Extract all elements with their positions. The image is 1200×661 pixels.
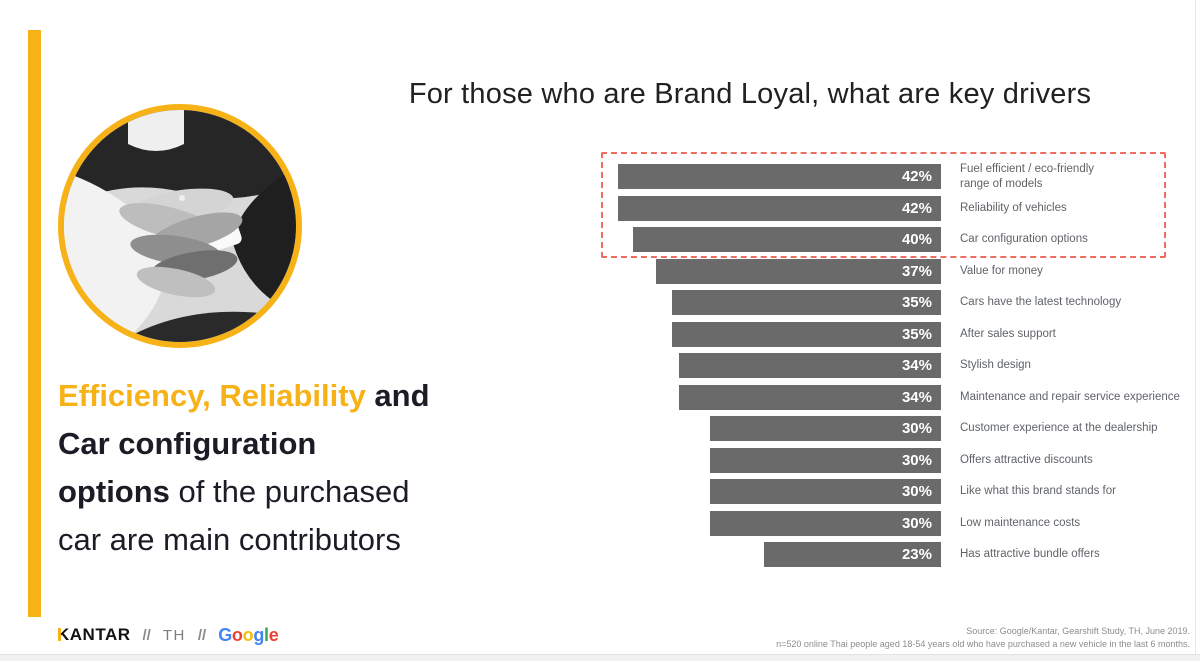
bar: 30% bbox=[710, 416, 941, 441]
bar-track: 23% bbox=[600, 542, 941, 567]
bar-track: 42% bbox=[600, 164, 941, 189]
bar-value-label: 42% bbox=[901, 199, 932, 217]
bar-value-label: 30% bbox=[901, 451, 932, 469]
bar-row: 30% Customer experience at the dealershi… bbox=[600, 416, 1180, 441]
bar-category-label: Low maintenance costs bbox=[960, 516, 1081, 529]
bar: 35% bbox=[671, 290, 941, 315]
bar-row: 40% Car configuration options bbox=[600, 227, 1180, 252]
bar-value-label: 23% bbox=[901, 546, 932, 563]
slide-right-edge bbox=[1195, 0, 1196, 654]
bar: 30% bbox=[710, 479, 941, 504]
bar: 40% bbox=[633, 227, 941, 252]
bar-row: 34% Maintenance and repair service exper… bbox=[600, 384, 1180, 410]
team-hands-photo bbox=[58, 104, 302, 348]
bar: 42% bbox=[617, 195, 941, 221]
bar-chart: 42% Fuel efficient / eco-friendly range … bbox=[600, 152, 1180, 574]
bar-row: 34% Stylish design bbox=[600, 353, 1180, 378]
bar: 30% bbox=[710, 447, 941, 473]
left-accent-bar bbox=[28, 30, 41, 617]
bar-category-label: After sales support bbox=[960, 327, 1056, 340]
bar-value-label: 35% bbox=[901, 294, 932, 311]
country-code: TH bbox=[162, 626, 186, 644]
bar-track: 35% bbox=[600, 290, 941, 315]
bar-category-label: Reliability of vehicles bbox=[960, 201, 1067, 214]
bar-track: 30% bbox=[600, 447, 941, 473]
key-message-line-3: options of the purchased bbox=[58, 474, 410, 509]
footer-logos: KANTAR // TH // Google bbox=[57, 624, 279, 646]
bar-track: 30% bbox=[600, 510, 941, 536]
source-line-2: n=520 online Thai people aged 18-54 year… bbox=[776, 639, 1190, 650]
bar: 37% bbox=[656, 258, 941, 284]
bar-value-label: 30% bbox=[901, 483, 932, 500]
key-message: Efficiency, Reliability and Car configur… bbox=[58, 372, 558, 564]
bar-category-label: Fuel efficient / eco-friendly range of m… bbox=[960, 163, 1095, 190]
bar-track: 30% bbox=[600, 416, 941, 441]
bar-row: 23% Has attractive bundle offers bbox=[600, 542, 1180, 567]
key-message-line-1: Efficiency, Reliability and bbox=[58, 378, 430, 413]
google-logo: Google bbox=[218, 624, 279, 645]
bar-track: 42% bbox=[600, 195, 941, 221]
bar-category-label: Offers attractive discounts bbox=[960, 453, 1093, 466]
key-message-line-4: car are main contributors bbox=[58, 522, 401, 557]
bar-category-label: Customer experience at the dealership bbox=[960, 422, 1158, 435]
bar-value-label: 35% bbox=[901, 325, 932, 343]
bar-value-label: 34% bbox=[901, 357, 932, 374]
source-note: Source: Google/Kantar, Gearshift Study, … bbox=[776, 625, 1190, 651]
bar-track: 34% bbox=[600, 353, 941, 378]
bar: 23% bbox=[763, 542, 941, 567]
bar-rows: 42% Fuel efficient / eco-friendly range … bbox=[600, 163, 1180, 567]
bar-value-label: 37% bbox=[901, 262, 932, 280]
bar-row: 35% After sales support bbox=[600, 321, 1180, 347]
bar-track: 35% bbox=[600, 321, 941, 347]
bar-track: 40% bbox=[600, 227, 941, 252]
separator-slashes: // bbox=[142, 626, 151, 644]
bar-track: 34% bbox=[600, 384, 941, 410]
bar-track: 37% bbox=[600, 258, 941, 284]
kantar-logo: KANTAR bbox=[57, 625, 131, 644]
bar: 30% bbox=[710, 510, 941, 536]
bar-category-label: Cars have the latest technology bbox=[960, 296, 1122, 309]
highlight-terms: Efficiency, Reliability bbox=[58, 378, 366, 413]
bar-value-label: 42% bbox=[901, 168, 932, 185]
kantar-k-accent bbox=[57, 628, 61, 641]
bar-category-label: Maintenance and repair service experienc… bbox=[960, 390, 1180, 403]
bar-value-label: 34% bbox=[901, 388, 932, 406]
hands-stack-image bbox=[64, 110, 296, 342]
bar-value-label: 30% bbox=[901, 514, 932, 532]
bar-category-label: Car configuration options bbox=[960, 233, 1088, 246]
bar: 34% bbox=[679, 353, 941, 378]
bar: 42% bbox=[617, 164, 941, 189]
bar-category-label: Stylish design bbox=[960, 359, 1031, 372]
bar: 35% bbox=[671, 321, 941, 347]
bar-category-label: Has attractive bundle offers bbox=[960, 548, 1100, 561]
key-message-line-2: Car configuration bbox=[58, 426, 317, 461]
bar: 34% bbox=[679, 384, 941, 410]
bar-category-label: Like what this brand stands for bbox=[960, 485, 1116, 498]
bar-row: 30% Offers attractive discounts bbox=[600, 447, 1180, 473]
slide-title: For those who are Brand Loyal, what are … bbox=[408, 78, 1092, 110]
bar-category-label: Value for money bbox=[960, 264, 1043, 277]
bar-track: 30% bbox=[600, 479, 941, 504]
bar-value-label: 40% bbox=[901, 231, 932, 248]
bar-row: 37% Value for money bbox=[600, 258, 1180, 284]
source-line-1: Source: Google/Kantar, Gearshift Study, … bbox=[966, 626, 1190, 636]
bar-value-label: 30% bbox=[901, 420, 932, 437]
slide-bottom-edge bbox=[0, 654, 1200, 661]
bar-row: 30% Like what this brand stands for bbox=[600, 479, 1180, 504]
bar-row: 35% Cars have the latest technology bbox=[600, 290, 1180, 315]
bar-row: 42% Reliability of vehicles bbox=[600, 195, 1180, 221]
bar-row: 42% Fuel efficient / eco-friendly range … bbox=[600, 163, 1180, 190]
separator-slashes: // bbox=[197, 626, 207, 644]
bar-row: 30% Low maintenance costs bbox=[600, 510, 1180, 536]
